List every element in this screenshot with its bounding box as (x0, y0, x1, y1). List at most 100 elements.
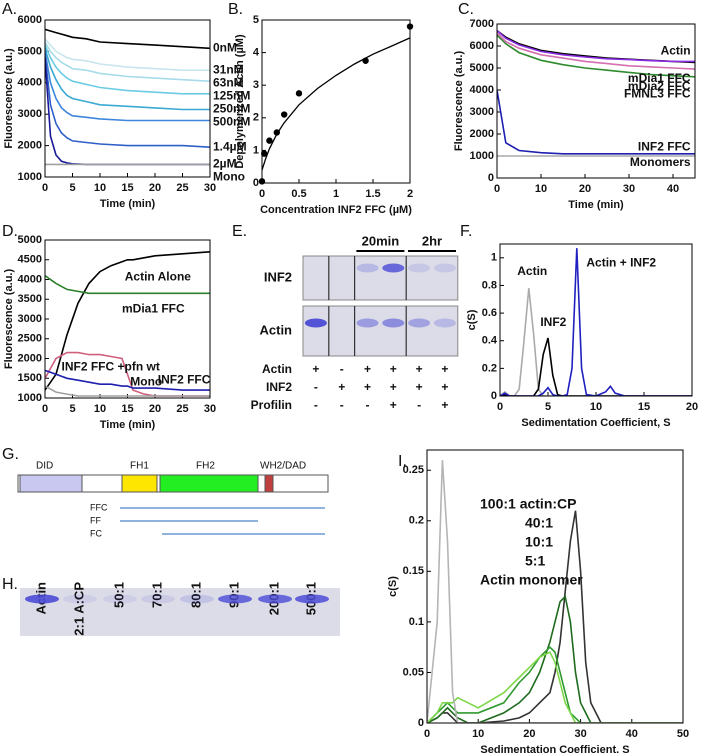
gel-band (356, 318, 379, 328)
series-label: Actin + INF2 (586, 256, 656, 270)
gel-band (433, 318, 456, 328)
x-tick-label: 30 (623, 183, 635, 195)
x-tick-label: 0 (42, 182, 48, 194)
y-axis-title: Fluorescence (a.u.) (3, 269, 15, 370)
domain-label: FH1 (130, 461, 149, 472)
data-point (281, 111, 288, 118)
series-label: Actin Alone (125, 270, 192, 284)
x-axis-title: Concentration INF2 FFC (µM) (260, 204, 412, 216)
gel-strip (302, 305, 459, 357)
x-axis-title: Time (min) (100, 419, 156, 431)
series-label: INF2 (540, 315, 566, 329)
x-tick-label: 30 (204, 182, 216, 194)
x-tick-label: 0 (42, 403, 48, 415)
sign: + (390, 362, 397, 376)
y-tick-label: 2000 (18, 352, 42, 364)
legend-entry: 10:1 (525, 534, 553, 550)
y-axis-title: c(S) (387, 576, 399, 597)
plot-frame (496, 23, 696, 179)
series-label: 2µM (213, 157, 237, 171)
sign: - (314, 398, 318, 412)
band-label: Actin (260, 322, 293, 337)
gel-strip (302, 255, 459, 301)
series-label: mDia2 FFC (628, 79, 691, 93)
panel-label: E. (232, 223, 247, 240)
sign: + (441, 380, 448, 394)
y-tick-label: 1000 (18, 392, 42, 404)
x-axis-title: Sedimentation Coefficient, S (521, 417, 670, 429)
sign: + (441, 398, 448, 412)
series-line (45, 251, 210, 391)
sign: + (390, 398, 397, 412)
y-tick-label: 2000 (470, 128, 494, 140)
y-tick-label: 3000 (18, 108, 42, 120)
series-line (497, 29, 695, 63)
series-line (500, 248, 692, 396)
y-axis-title: Fluorescence (a.u.) (453, 51, 465, 152)
sign: + (364, 380, 371, 394)
y-tick-label: 4000 (18, 77, 42, 89)
y-tick-label: 2500 (18, 333, 42, 345)
legend-entry: 100:1 actin:CP (480, 496, 576, 512)
y-tick-label: 7000 (470, 18, 494, 30)
construct-label: FFC (90, 502, 108, 512)
gel-band (433, 263, 456, 273)
series-label: FMNL3 FFC (624, 87, 691, 101)
sign: + (364, 362, 371, 376)
y-tick-label: 0.6 (482, 307, 497, 319)
data-point (362, 57, 369, 64)
x-tick-label: 40 (626, 728, 638, 740)
x-tick-label: 5 (69, 403, 75, 415)
sign: + (390, 380, 397, 394)
x-tick-label: 5 (69, 182, 75, 194)
x-axis-title: Time (min) (568, 199, 624, 211)
y-tick-label: 3000 (470, 106, 494, 118)
lane-label: 70:1 (149, 582, 164, 608)
series-line (45, 48, 210, 111)
x-tick-label: 25 (176, 403, 188, 415)
series-line (427, 460, 683, 723)
series-line (427, 594, 683, 723)
gel-band (25, 594, 59, 604)
series-line (497, 34, 695, 78)
data-point (261, 150, 268, 157)
panel-label: G. (2, 446, 19, 463)
data-point (295, 90, 303, 97)
y-tick-label: 0.05 (403, 666, 424, 678)
x-tick-label: 1.5 (365, 188, 380, 200)
fit-curve (261, 37, 411, 171)
y-tick-label: 1 (253, 144, 259, 156)
series-label: INF2 FFC (158, 372, 211, 386)
row-label: Profilin (251, 398, 292, 412)
y-tick-label: 0.4 (482, 335, 498, 347)
construct-label: FC (90, 528, 102, 538)
time-label: 20min (362, 233, 400, 248)
panel-label: I. (398, 453, 407, 470)
x-tick-label: 20 (149, 182, 161, 194)
domain (19, 474, 83, 493)
domain (121, 474, 158, 493)
x-tick-label: 10 (535, 183, 547, 195)
gel-band (304, 318, 327, 328)
plot-frame (44, 19, 211, 178)
series-line (45, 57, 210, 166)
gel-band (382, 318, 405, 328)
series-label: mDia1 FFC (628, 71, 691, 85)
series-line (497, 32, 695, 70)
domain-label: WH2/DAD (260, 461, 306, 472)
x-axis-title: Time (min) (100, 198, 156, 210)
x-tick-label: 20 (523, 728, 535, 740)
data-point (273, 129, 280, 136)
series-line (45, 28, 210, 50)
y-tick-label: 0.25 (403, 464, 424, 476)
lane-label: 50:1 (111, 582, 126, 608)
gel-band (63, 594, 97, 604)
series-label: INF2 FFC +pfn wt (62, 359, 160, 373)
series-line (500, 337, 692, 396)
y-tick-label: 1500 (18, 372, 42, 384)
x-tick-label: 0 (494, 183, 500, 195)
x-tick-label: 30 (204, 403, 216, 415)
gel-band (295, 594, 329, 604)
